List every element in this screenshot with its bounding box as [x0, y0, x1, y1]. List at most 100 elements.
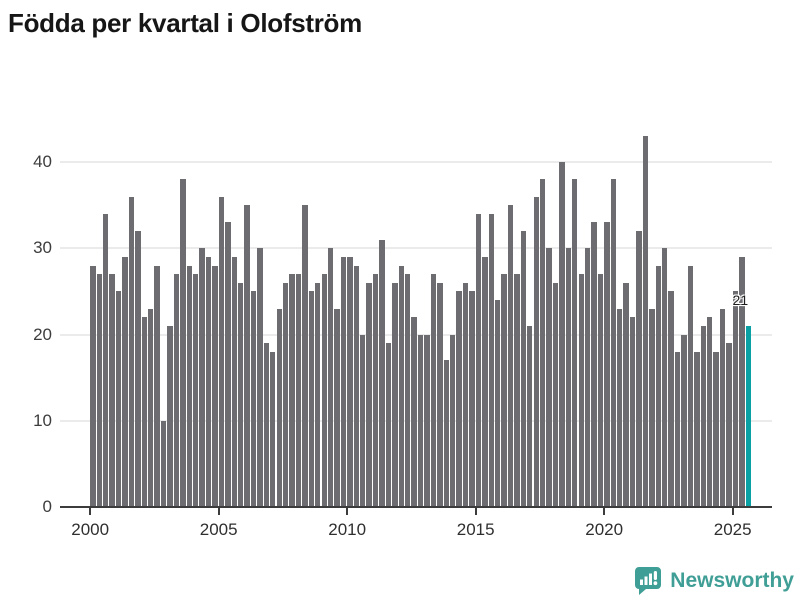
bar — [385, 343, 392, 507]
bar — [488, 213, 494, 507]
bar — [430, 274, 437, 507]
x-axis-tick — [731, 508, 734, 515]
bar — [379, 239, 385, 507]
page-title: Födda per kvartal i Olofström — [8, 8, 362, 38]
y-axis-label: 10 — [33, 410, 52, 430]
bar — [128, 196, 135, 507]
x-axis-label: 2010 — [328, 520, 367, 539]
bar — [308, 291, 315, 507]
bar — [225, 222, 231, 507]
y-axis-label: 30 — [33, 238, 52, 258]
bar — [681, 334, 687, 507]
bar — [649, 308, 655, 507]
bar — [186, 265, 192, 507]
logo-bar-1 — [640, 579, 644, 585]
bar — [450, 334, 456, 507]
bar — [96, 274, 103, 507]
bar — [372, 274, 379, 507]
bar — [559, 162, 565, 507]
bar — [527, 325, 533, 507]
bar — [366, 282, 372, 507]
last-value-label: 21 — [732, 291, 749, 308]
bar — [282, 282, 289, 507]
bar — [244, 205, 250, 507]
bar — [726, 343, 732, 507]
x-axis-label: 2020 — [585, 520, 624, 539]
bar — [443, 360, 449, 507]
bar — [122, 256, 128, 507]
y-axis-label: 0 — [42, 497, 52, 516]
bar — [417, 334, 424, 507]
bar — [668, 291, 674, 507]
bar — [719, 308, 726, 507]
bar — [218, 196, 225, 507]
bar — [539, 179, 546, 507]
bar — [514, 274, 520, 507]
bar — [109, 274, 115, 507]
bar — [141, 317, 147, 507]
bar — [135, 231, 141, 507]
bar — [456, 291, 462, 507]
bar — [405, 274, 411, 507]
bar — [295, 274, 302, 507]
bar — [154, 265, 160, 507]
x-axis-tick — [89, 508, 92, 515]
bar — [662, 248, 668, 507]
logo-bar-2 — [644, 576, 648, 585]
bar — [437, 282, 443, 507]
highlighted-bar — [745, 325, 751, 507]
x-axis-label: 2015 — [456, 520, 495, 539]
bar — [231, 256, 237, 507]
bar — [340, 256, 347, 507]
x-axis-label: 2005 — [199, 520, 238, 539]
bar — [507, 205, 514, 507]
bar — [655, 265, 661, 507]
bar — [629, 317, 636, 507]
bar — [411, 317, 417, 507]
bar — [501, 274, 507, 507]
bar — [674, 351, 681, 507]
bar — [103, 213, 109, 507]
gridline — [60, 247, 772, 250]
bar — [250, 291, 257, 507]
bar — [276, 308, 282, 507]
bar — [623, 282, 629, 507]
newsworthy-logo[interactable]: Newsworthy — [634, 566, 794, 596]
bar — [694, 351, 700, 507]
bar — [360, 334, 366, 507]
logo-bar-3 — [649, 573, 653, 585]
bar — [687, 265, 694, 507]
bar — [707, 317, 713, 507]
x-axis-label: 2000 — [71, 520, 110, 539]
newsworthy-wordmark: Newsworthy — [670, 569, 794, 592]
bar — [180, 179, 186, 507]
bar — [462, 282, 469, 507]
newsworthy-icon — [634, 566, 662, 596]
bar — [173, 274, 180, 507]
bar — [520, 231, 527, 507]
bar — [167, 325, 173, 507]
bar — [148, 308, 154, 507]
bar — [533, 196, 539, 507]
x-axis-label: 2025 — [713, 520, 752, 539]
bar — [315, 282, 321, 507]
bar — [642, 136, 649, 507]
x-axis-tick — [603, 508, 606, 515]
bar — [636, 231, 642, 507]
bar — [353, 265, 360, 507]
x-axis-tick — [346, 508, 349, 515]
bar — [289, 274, 295, 507]
bar — [591, 222, 597, 507]
bar — [494, 300, 501, 507]
bar — [212, 265, 218, 507]
bar — [237, 282, 244, 507]
bar — [263, 343, 270, 507]
bar — [610, 179, 617, 507]
bar — [617, 308, 623, 507]
bar — [205, 256, 212, 507]
bar — [90, 265, 96, 507]
x-axis-line — [60, 506, 772, 508]
y-axis-label: 40 — [33, 152, 52, 171]
y-axis-label: 20 — [33, 324, 52, 344]
